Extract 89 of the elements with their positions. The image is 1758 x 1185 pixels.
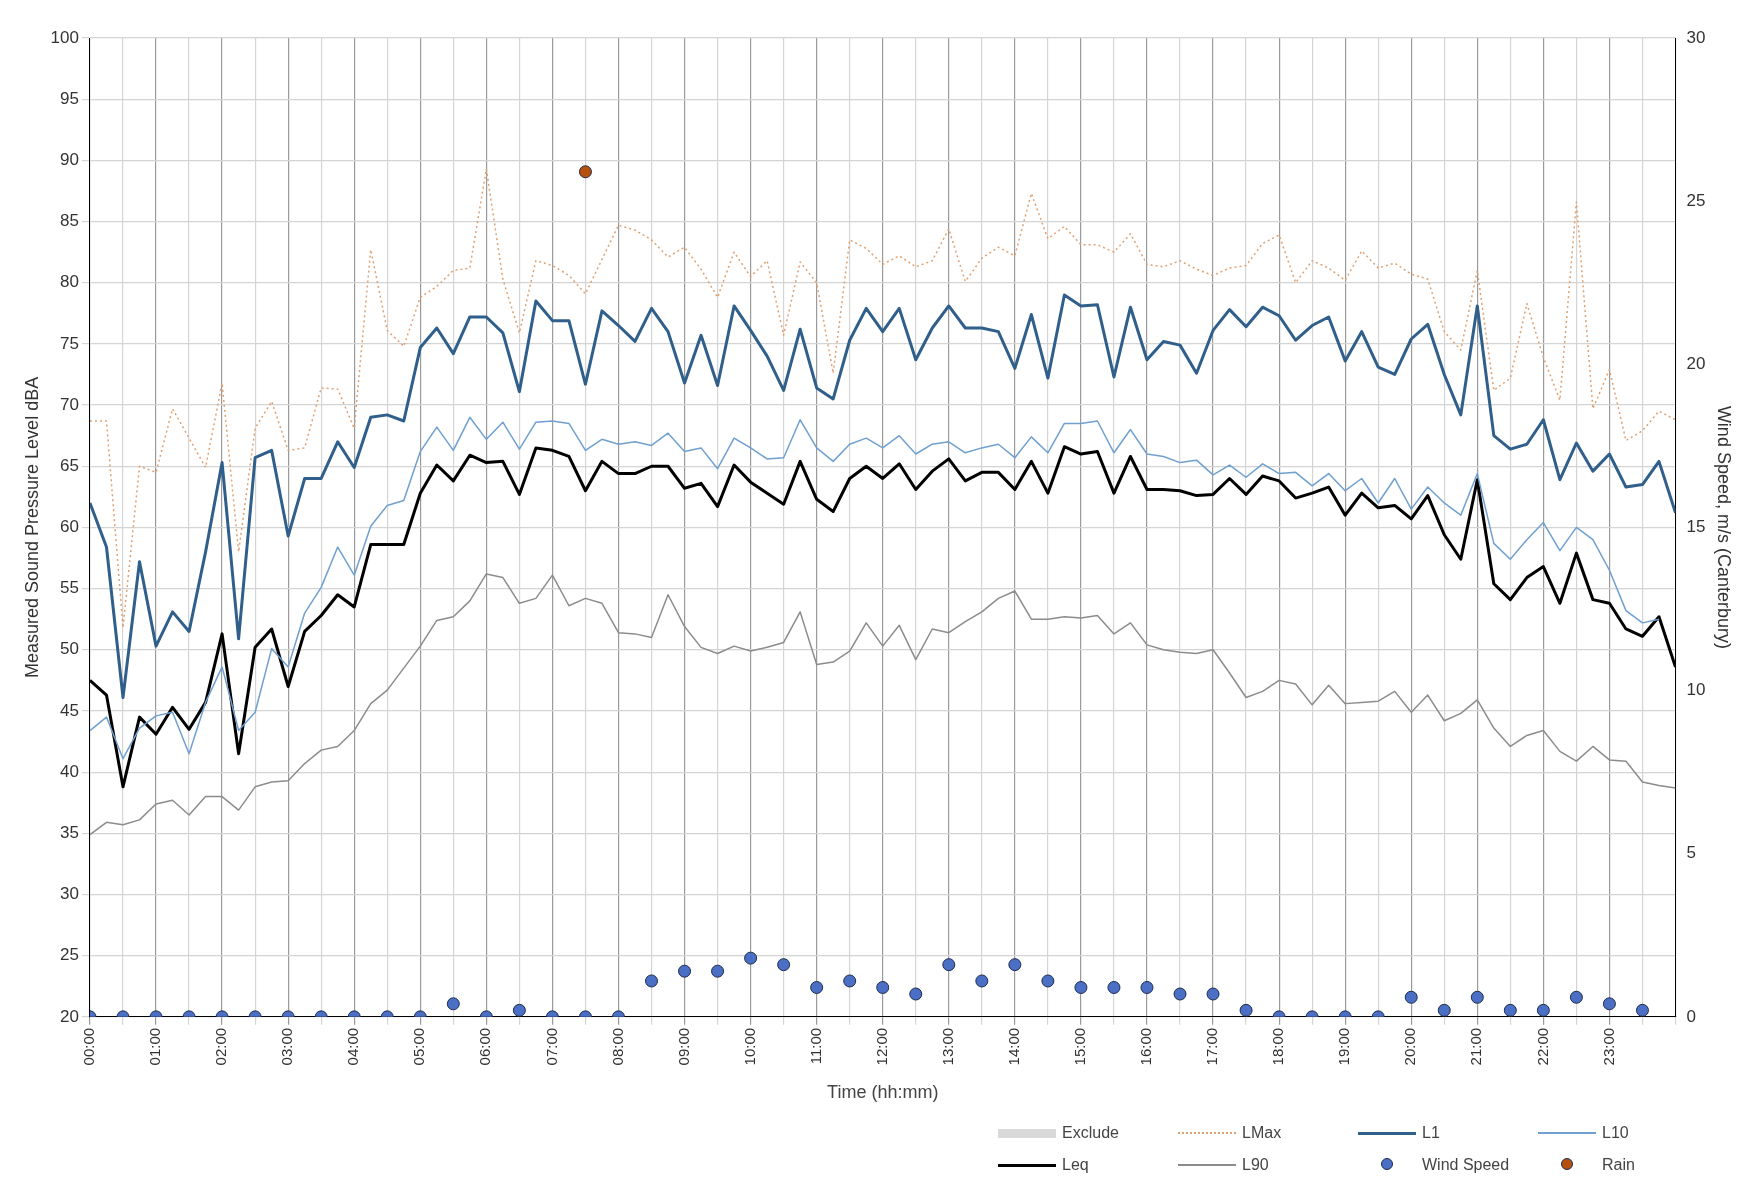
x-tick-label: 21:00: [1467, 1027, 1485, 1066]
point: [446, 997, 460, 1011]
point: [1569, 990, 1583, 1004]
y-tick-label: 95: [60, 88, 79, 108]
y-tick-label: 20: [60, 1006, 79, 1026]
legend-label: Wind Speed: [1422, 1156, 1510, 1174]
legend-label: L1: [1422, 1124, 1440, 1142]
y-tick-label: 70: [60, 394, 79, 414]
y-tick-label: 25: [60, 945, 79, 965]
y2-tick-label: 20: [1686, 353, 1706, 373]
y-tick-label: 80: [60, 272, 79, 292]
point: [645, 974, 659, 988]
y2-axis-title: Wind Speed, m/s (Canterbury): [1714, 405, 1735, 649]
point: [1536, 1003, 1550, 1017]
x-tick-label: 07:00: [542, 1027, 560, 1066]
point: [1173, 987, 1187, 1001]
x-tick-label: 03:00: [278, 1027, 296, 1066]
point: [1107, 981, 1121, 994]
y-tick-label: 100: [50, 27, 79, 47]
legend-label: Leq: [1062, 1156, 1089, 1174]
point: [1635, 1003, 1649, 1017]
point: [678, 964, 692, 978]
point: [1008, 958, 1022, 972]
y2-tick-label: 25: [1686, 190, 1706, 210]
y2-tick-label: 15: [1686, 517, 1706, 537]
x-tick-label: 15:00: [1071, 1027, 1089, 1066]
point: [1503, 1003, 1517, 1017]
x-tick-label: 22:00: [1533, 1027, 1551, 1066]
x-tick-label: 10:00: [740, 1027, 758, 1066]
y2-tick-label: 30: [1686, 27, 1706, 47]
x-tick-label: 18:00: [1269, 1027, 1287, 1066]
point: [810, 981, 824, 994]
x-tick-label: 20:00: [1401, 1027, 1419, 1066]
x-tick-label: 04:00: [344, 1027, 362, 1066]
point: [1470, 990, 1484, 1004]
x-tick-label: 23:00: [1599, 1027, 1617, 1066]
x-tick-label: 02:00: [212, 1027, 230, 1066]
point: [1074, 981, 1088, 994]
legend-label: Rain: [1602, 1156, 1635, 1174]
x-tick-label: 14:00: [1005, 1027, 1022, 1066]
legend-label: L90: [1242, 1156, 1269, 1174]
point: [876, 981, 890, 994]
y-axis-title: Measured Sound Pressure Level dBA: [21, 376, 42, 679]
y-tick-label: 50: [60, 639, 79, 659]
x-tick-label: 05:00: [410, 1027, 428, 1066]
y-tick-label: 30: [60, 884, 79, 904]
y2-tick-label: 5: [1686, 843, 1696, 863]
x-tick-label: 09:00: [674, 1027, 692, 1066]
y2-tick-label: 0: [1686, 1006, 1696, 1026]
point: [1602, 997, 1616, 1011]
x-tick-label: 01:00: [146, 1027, 164, 1066]
x-tick-label: 16:00: [1137, 1027, 1155, 1066]
point: [1437, 1003, 1451, 1017]
point: [777, 958, 791, 972]
y-tick-label: 45: [60, 700, 79, 720]
y-tick-label: 75: [60, 333, 79, 353]
point: [1239, 1003, 1253, 1017]
point: [1041, 974, 1055, 988]
point: [1140, 981, 1154, 994]
legend-label: L10: [1602, 1124, 1629, 1142]
point: [744, 951, 758, 965]
y-tick-label: 40: [60, 761, 79, 781]
y-tick-label: 60: [60, 517, 79, 537]
legend-label: Exclude: [1062, 1124, 1119, 1142]
point: [512, 1003, 526, 1017]
point: [1206, 987, 1220, 1001]
x-tick-label: 12:00: [872, 1027, 890, 1066]
x-tick-label: 13:00: [938, 1027, 956, 1066]
y-tick-label: 65: [60, 455, 79, 475]
point: [942, 958, 956, 972]
y-tick-label: 85: [60, 211, 79, 231]
point: [711, 964, 725, 978]
x-tick-label: 17:00: [1203, 1027, 1221, 1066]
point: [909, 987, 923, 1001]
y-tick-label: 90: [60, 150, 79, 170]
x-tick-label: 19:00: [1335, 1027, 1353, 1066]
y-tick-label: 55: [60, 578, 79, 598]
point: [1404, 990, 1418, 1004]
y-tick-label: 35: [60, 823, 79, 843]
point: [843, 974, 857, 988]
x-tick-label: 00:00: [80, 1027, 98, 1066]
point: [975, 974, 989, 988]
x-tick-label: 06:00: [476, 1027, 494, 1066]
x-tick-label: 11:00: [806, 1027, 824, 1065]
y2-tick-label: 10: [1686, 680, 1706, 700]
point: [578, 165, 592, 179]
x-axis-title: Time (hh:mm): [827, 1082, 939, 1103]
legend-label: LMax: [1242, 1124, 1282, 1142]
x-tick-label: 08:00: [608, 1027, 626, 1066]
